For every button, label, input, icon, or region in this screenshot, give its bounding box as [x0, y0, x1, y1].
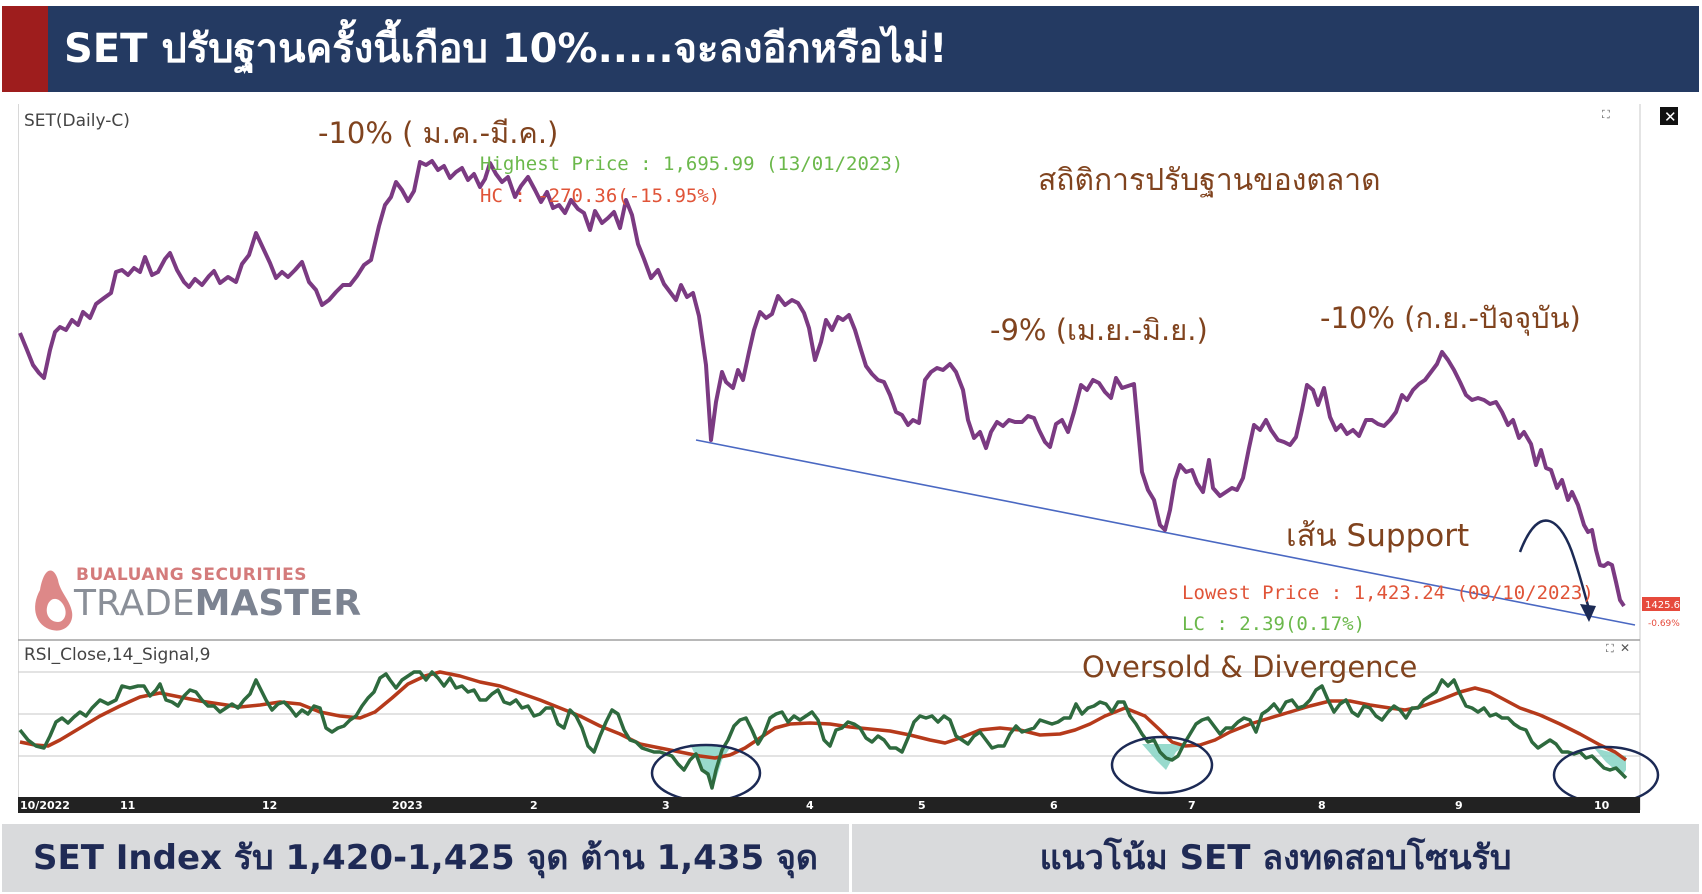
page-title: SET ปรับฐานครั้งนี้เกือบ 10%.....จะลงอีก… — [64, 26, 948, 72]
x-tick-label: 5 — [918, 799, 926, 812]
rsi-panel-label: RSI_Close,14_Signal,9 — [24, 645, 210, 665]
down-arrow-head — [1580, 604, 1596, 622]
price-tag: 1425.63 — [1645, 600, 1686, 611]
price-line — [18, 159, 1626, 608]
rsi-expand-icon[interactable]: ⛶ — [1606, 642, 1614, 655]
logo-subtitle: BUALUANG SECURITIES — [76, 565, 307, 585]
x-tick-label: 11 — [120, 799, 135, 812]
lowest-price-label: Lowest Price : 1,423.24 (09/10/2023) — [1182, 582, 1594, 604]
lc-label: LC : 2.39(0.17%) — [1182, 613, 1365, 635]
x-tick-label: 8 — [1318, 799, 1326, 812]
x-tick-label: 10/2022 — [20, 799, 70, 812]
footer-support-resistance: SET Index รับ 1,420-1,425 จุด ต้าน 1,435… — [33, 838, 818, 878]
x-tick-label: 6 — [1050, 799, 1058, 812]
rsi-line — [18, 670, 1628, 790]
annotation-oversold: Oversold & Divergence — [1082, 650, 1417, 684]
highest-price-label: Highest Price : 1,695.99 (13/01/2023) — [480, 153, 903, 175]
hc-label: HC : -270.36(-15.95%) — [480, 185, 720, 207]
annotation-jan-mar: -10% ( ม.ค.-มี.ค.) — [318, 116, 558, 150]
header-accent — [2, 6, 48, 92]
header-bar — [2, 6, 1699, 92]
annotation-statistics: สถิติการปรับฐานของตลาด — [1038, 163, 1381, 198]
support-trendline — [695, 439, 1636, 626]
logo-name-a: TRADE — [74, 583, 195, 624]
annotation-sep-now: -10% (ก.ย.-ปัจจุบัน) — [1320, 301, 1581, 336]
down-arrow-curve — [1518, 519, 1592, 613]
annotation-apr-jun: -9% (เม.ย.-มิ.ย.) — [990, 313, 1208, 347]
rsi-signal-line — [19, 670, 1628, 762]
x-tick-label: 2 — [530, 799, 538, 812]
logo-wordmark: TRADEMASTER — [74, 583, 361, 624]
x-tick-label: 7 — [1188, 799, 1196, 812]
close-icon[interactable] — [1660, 107, 1678, 125]
rsi-close-icon[interactable]: ✕ — [1620, 641, 1630, 655]
expand-icon[interactable]: ⛶ — [1602, 108, 1610, 121]
change-tag: -0.69% — [1648, 619, 1680, 629]
x-axis-bar — [18, 797, 1640, 813]
footer-separator — [849, 824, 852, 892]
x-tick-label: 2023 — [392, 799, 423, 812]
x-tick-label: 9 — [1455, 799, 1463, 812]
x-tick-label: 4 — [806, 799, 814, 812]
x-axis-ticks: 10/2022 11 12 2023 2 3 4 5 6 7 8 9 10 — [20, 799, 1610, 812]
price-tag-bg — [1642, 597, 1680, 611]
footer-trend: แนวโน้ม SET ลงทดสอบโซนรับ — [1039, 838, 1512, 878]
close-icon-glyph: ✕ — [1664, 108, 1677, 126]
chart-panel — [18, 104, 1684, 810]
x-tick-label: 10 — [1594, 799, 1610, 812]
annotation-support: เส้น Support — [1286, 518, 1469, 554]
main-panel-label: SET(Daily-C) — [24, 111, 130, 131]
rsi-circle-july — [1110, 735, 1214, 795]
x-tick-label: 3 — [662, 799, 670, 812]
logo-flame-inner — [46, 598, 66, 622]
logo-name-b: MASTER — [194, 583, 362, 624]
x-tick-label: 12 — [262, 799, 277, 812]
